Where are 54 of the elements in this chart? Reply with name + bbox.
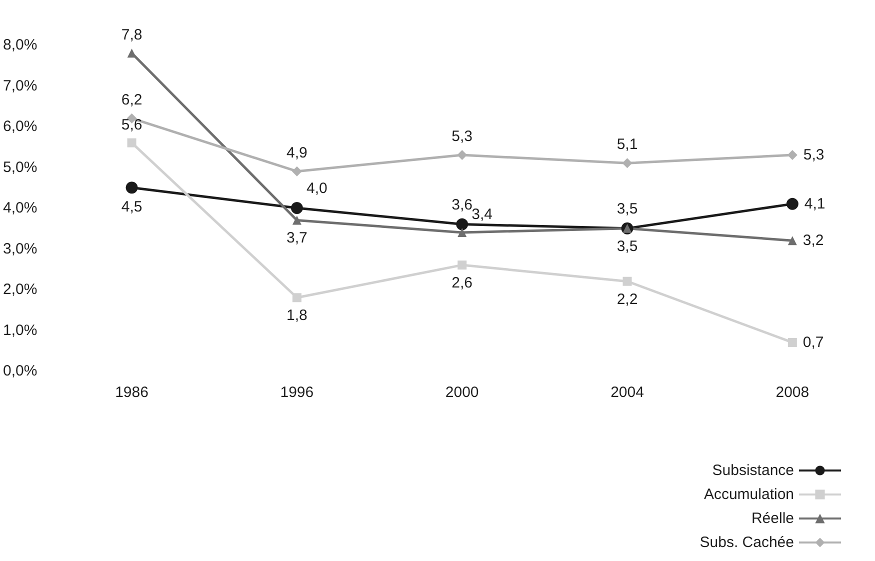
legend-label: Réelle: [751, 510, 794, 527]
data-label: 3,5: [616, 238, 638, 255]
x-tick-label: 2000: [445, 384, 479, 401]
point: [786, 198, 798, 210]
point: [787, 150, 798, 160]
legend-label: Subsistance: [712, 462, 794, 479]
data-label: 7,8: [121, 26, 142, 44]
legend-label: Accumulation: [704, 486, 794, 503]
y-tick-label: 8,0%: [2, 36, 38, 54]
data-label: 4,9: [286, 144, 308, 162]
point: [458, 228, 467, 237]
data-label: 4,0: [306, 180, 328, 197]
y-tick-label: 1,0%: [2, 322, 38, 339]
data-label: 4,1: [804, 195, 826, 212]
y-tick-label: 5,0%: [2, 158, 38, 176]
x-tick-label: 1986: [115, 384, 148, 401]
y-tick-label: 0,0%: [2, 362, 38, 380]
y-tick-label: 2,0%: [2, 281, 38, 298]
y-tick-label: 7,0%: [2, 77, 38, 94]
data-label: 4,5: [121, 198, 142, 216]
data-label: 5,3: [803, 146, 824, 164]
data-label: 3,6: [452, 196, 473, 214]
point: [127, 138, 136, 148]
point: [788, 338, 797, 347]
x-tick-label: 2004: [610, 384, 644, 401]
data-label: 3,2: [802, 232, 824, 250]
y-tick-label: 4,0%: [2, 200, 38, 216]
data-label: 0,7: [802, 334, 824, 351]
point: [290, 202, 303, 214]
data-label: 3,7: [286, 230, 308, 247]
data-label: 2,6: [452, 274, 473, 292]
point: [126, 182, 138, 194]
data-label: 5,6: [121, 116, 142, 134]
data-label: 3,5: [616, 200, 638, 218]
x-tick-label: 1996: [280, 384, 314, 401]
data-label: 5,1: [616, 136, 638, 154]
point: [292, 216, 302, 225]
y-tick-label: 6,0%: [2, 118, 38, 135]
point: [622, 276, 632, 286]
data-label: 3,4: [472, 206, 493, 223]
data-label: 1,8: [286, 307, 308, 324]
legend-label: Subs. Cachée: [700, 534, 794, 551]
y-tick-label: 3,0%: [2, 240, 38, 258]
x-tick-label: 2008: [776, 384, 810, 401]
point: [622, 158, 632, 168]
point: [788, 236, 797, 246]
data-label: 2,2: [616, 290, 638, 308]
point: [292, 166, 302, 176]
point: [458, 260, 467, 270]
data-label: 5,3: [452, 128, 473, 146]
point: [457, 150, 468, 160]
point: [292, 293, 302, 302]
data-label: 6,2: [121, 91, 142, 108]
point: [456, 218, 468, 230]
